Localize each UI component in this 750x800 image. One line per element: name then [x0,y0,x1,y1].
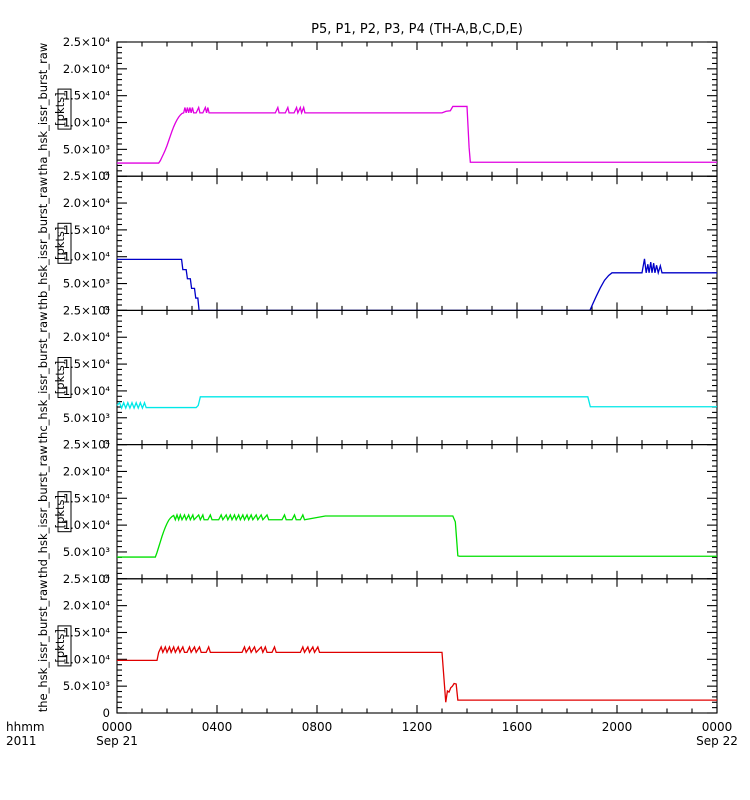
plot-title: P5, P1, P2, P3, P4 (TH-A,B,C,D,E) [311,22,523,37]
trace-thb_hsk_issr_burst_raw [117,258,717,312]
y-tick-label: 1.0×10⁴ [63,652,111,666]
y-tick-label: 1.5×10⁴ [63,89,111,103]
y-tick-label: 5.0×10³ [63,411,111,425]
y-axis-title: tha_hsk_issr_burst_raw [36,43,50,176]
y-tick-label: 0 [103,572,110,586]
panel-thc_hsk_issr_burst_raw: 0 5.0×10³ 1.0×10⁴ 1.5×10⁴ 2.0×10⁴ 2.5×10⁴ thc_… [36,303,718,452]
trace-tha_hsk_issr_burst_raw [117,105,717,164]
y-tick-label: 2.0×10⁴ [63,599,111,613]
y-tick-label: 2.0×10⁴ [63,62,111,76]
x-tick-label: 1600 [502,720,533,734]
y-tick-label: 5.0×10³ [63,679,111,693]
x-tick-label: 0000 [102,720,133,734]
y-tick-label: 1.0×10⁴ [63,116,111,130]
trace-thd_hsk_issr_burst_raw [117,512,717,558]
y-tick-label: 2.5×10⁴ [63,35,111,49]
trace-thc_hsk_issr_burst_raw [116,396,717,410]
y-tick-label: 2.5×10⁴ [63,169,111,183]
y-tick-label: 5.0×10³ [63,277,111,291]
x-tick-label: 1200 [402,720,433,734]
y-axis-unit-box [57,491,72,533]
y-axis-title: thd_hsk_issr_burst_raw [36,445,50,578]
panel-frame [116,309,718,446]
y-tick-label: 5.0×10³ [63,545,111,559]
x-axis-date-last: Sep 22 [696,734,738,748]
y-axis-title: thc_hsk_issr_burst_raw [36,312,50,444]
y-axis-unit: [pkts] [53,227,67,260]
y-tick-label: 1.5×10⁴ [63,357,111,371]
y-axis-unit: [pkts] [53,92,67,125]
y-axis-unit-box [57,222,72,264]
y-tick-label: 1.5×10⁴ [63,223,111,237]
y-tick-label: 1.0×10⁴ [63,250,111,264]
panel-frame [116,578,718,714]
panel-thb_hsk_issr_burst_raw: 0 5.0×10³ 1.0×10⁴ 1.5×10⁴ 2.0×10⁴ 2.5×10⁴ thb_… [36,169,718,317]
y-tick-label: 0 [103,303,110,317]
panel-the_hsk_issr_burst_raw: 0 5.0×10³ 1.0×10⁴ 1.5×10⁴ 2.0×10⁴ 2.5×10⁴ the_… [36,572,718,720]
y-tick-label: 2.5×10⁴ [63,572,111,586]
panel-frame [116,444,718,580]
x-tick-label: 0800 [302,720,333,734]
x-axis-format-label: hhmm [6,720,45,734]
panel-frame [116,175,718,311]
y-axis-unit: [pkts] [53,629,67,662]
x-tick-label: 0400 [202,720,233,734]
y-axis-unit-box [57,357,72,398]
y-tick-label: 0 [103,706,110,720]
y-tick-label: 1.0×10⁴ [63,518,111,532]
panel-thd_hsk_issr_burst_raw: 0 5.0×10³ 1.0×10⁴ 1.5×10⁴ 2.0×10⁴ 2.5×10⁴ thd_… [36,438,718,586]
y-axis-unit: [pkts] [53,495,67,528]
x-axis-year-label: 2011 [6,734,37,748]
y-axis-unit-box [57,88,72,130]
y-tick-label: 0 [103,438,110,452]
panel-tha_hsk_issr_burst_raw: 0 5.0×10³ 1.0×10⁴ 1.5×10⁴ 2.0×10⁴ 2.5×10⁴ tha_… [36,35,718,183]
y-axis-title: the_hsk_issr_burst_raw [36,580,50,713]
y-tick-label: 2.5×10⁴ [63,438,111,452]
y-tick-label: 1.5×10⁴ [63,625,111,639]
y-tick-label: 0 [103,169,110,183]
y-axis-title: thb_hsk_issr_burst_raw [36,177,50,310]
y-tick-label: 2.5×10⁴ [63,303,111,317]
x-tick-label: 0000 [702,720,733,734]
y-tick-label: 2.0×10⁴ [63,464,111,478]
y-axis-unit-box [57,625,72,667]
x-tick-label: 2000 [602,720,633,734]
y-tick-label: 1.0×10⁴ [63,384,111,398]
y-tick-label: 2.0×10⁴ [63,330,111,344]
trace-the_hsk_issr_burst_raw [117,645,717,703]
x-axis-date-first: Sep 21 [96,734,138,748]
y-axis-unit: [pkts] [53,361,67,394]
y-tick-label: 5.0×10³ [63,142,111,156]
y-tick-label: 2.0×10⁴ [63,196,111,210]
y-tick-label: 1.5×10⁴ [63,491,111,505]
